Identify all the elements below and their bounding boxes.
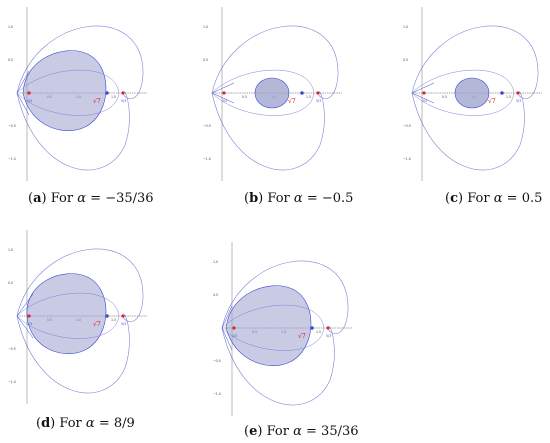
sqrt-label: √7 [93, 98, 101, 105]
red-point-left [422, 91, 426, 95]
caption-c: (c) For α = 0.5 [445, 191, 543, 206]
inner-curve [211, 69, 315, 116]
y-tick-label: 0.5 [203, 58, 208, 62]
point-label-right: 5/3 [121, 322, 126, 326]
point-label-left: 1/3 [232, 334, 237, 338]
tip-lines [16, 293, 34, 339]
tip-lines [211, 82, 235, 104]
plot-c: 1.00.5−0.5−1.00.51.01.51/35/3√7 [403, 7, 542, 181]
tip-lines [16, 70, 30, 116]
y-tick-label: −0.5 [403, 124, 411, 128]
x-tick-label: 0.5 [442, 95, 447, 99]
y-tick-label: −0.5 [8, 124, 16, 128]
red-point-left [222, 91, 226, 95]
point-label-left: 1/3 [27, 99, 32, 103]
plot-d: 1.00.5−0.5−1.00.51.01.51/35/3√7 [8, 230, 147, 404]
caption-b: (b) For α = −0.5 [244, 191, 354, 206]
point-label-right: 5/3 [516, 99, 521, 103]
red-point-right [121, 91, 125, 95]
red-point-right [121, 314, 125, 318]
panel-c: 1.00.5−0.5−1.00.51.01.51/35/3√7 [400, 5, 550, 185]
y-tick-label: −0.5 [203, 124, 211, 128]
sqrt-label: √7 [288, 98, 296, 105]
filled-region [225, 285, 312, 366]
point-label-left: 1/3 [27, 322, 32, 326]
x-tick-label: 0.5 [242, 95, 247, 99]
y-tick-label: 1.0 [8, 248, 13, 252]
red-point-left [27, 91, 31, 95]
x-tick-label: 1.5 [316, 330, 321, 334]
blue-point [300, 91, 304, 95]
y-tick-label: 1.0 [403, 25, 408, 29]
panel-e: 1.00.5−0.5−1.00.51.01.51/35/3√7 [210, 240, 360, 420]
y-tick-label: −1.0 [8, 380, 16, 384]
inner-curve [221, 304, 325, 351]
y-tick-label: −0.5 [8, 347, 16, 351]
red-point-right [326, 326, 330, 330]
filled-region [26, 273, 107, 354]
blue-point [105, 91, 109, 95]
x-tick-label: 1.5 [111, 95, 116, 99]
blue-point [105, 314, 109, 318]
red-point-left [232, 326, 236, 330]
panel-b: 1.00.5−0.5−1.00.51.01.51/35/3√7 [200, 5, 350, 185]
red-point-left [27, 314, 31, 318]
caption-d: (d) For α = 8/9 [36, 416, 135, 431]
tip-lines [411, 82, 435, 104]
y-tick-label: 0.5 [8, 281, 13, 285]
y-tick-label: 1.0 [213, 260, 218, 264]
inner-curve [16, 292, 120, 339]
y-tick-label: 0.5 [213, 293, 218, 297]
y-tick-label: −1.0 [203, 157, 211, 161]
tip-lines [221, 305, 233, 351]
y-tick-label: −1.0 [8, 157, 16, 161]
sqrt-label: √7 [298, 333, 306, 340]
point-label-left: 1/3 [422, 99, 427, 103]
blue-point [310, 326, 314, 330]
caption-a: (a) For α = −35/36 [28, 191, 154, 206]
sqrt-label: √7 [93, 321, 101, 328]
plot-e: 1.00.5−0.5−1.00.51.01.51/35/3√7 [213, 242, 352, 416]
red-point-right [316, 91, 320, 95]
y-tick-label: −1.0 [213, 392, 221, 396]
y-tick-label: 0.5 [403, 58, 408, 62]
point-label-right: 5/3 [326, 334, 331, 338]
point-label-right: 5/3 [316, 99, 321, 103]
inner-curve [411, 69, 515, 116]
filled-region [454, 77, 490, 109]
red-point-right [516, 91, 520, 95]
y-tick-label: −1.0 [403, 157, 411, 161]
y-tick-label: 1.0 [203, 25, 208, 29]
y-tick-label: 1.0 [8, 25, 13, 29]
y-tick-label: 0.5 [8, 58, 13, 62]
caption-e: (e) For α = 35/36 [244, 424, 359, 439]
filled-region [254, 77, 290, 109]
x-tick-label: 1.5 [306, 95, 311, 99]
point-label-left: 1/3 [222, 99, 227, 103]
inner-curve [16, 69, 120, 116]
panel-a: 1.00.5−0.5−1.00.51.01.51/35/3√7 [5, 5, 155, 185]
plot-b: 1.00.5−0.5−1.00.51.01.51/35/3√7 [203, 7, 342, 181]
plot-a: 1.00.5−0.5−1.00.51.01.51/35/3√7 [8, 7, 147, 181]
panel-d: 1.00.5−0.5−1.00.51.01.51/35/3√7 [5, 228, 155, 408]
sqrt-label: √7 [488, 98, 496, 105]
point-label-right: 5/3 [121, 99, 126, 103]
filled-region [22, 50, 107, 131]
x-tick-label: 1.5 [111, 318, 116, 322]
blue-point [500, 91, 504, 95]
y-tick-label: −0.5 [213, 359, 221, 363]
x-tick-label: 1.5 [506, 95, 511, 99]
